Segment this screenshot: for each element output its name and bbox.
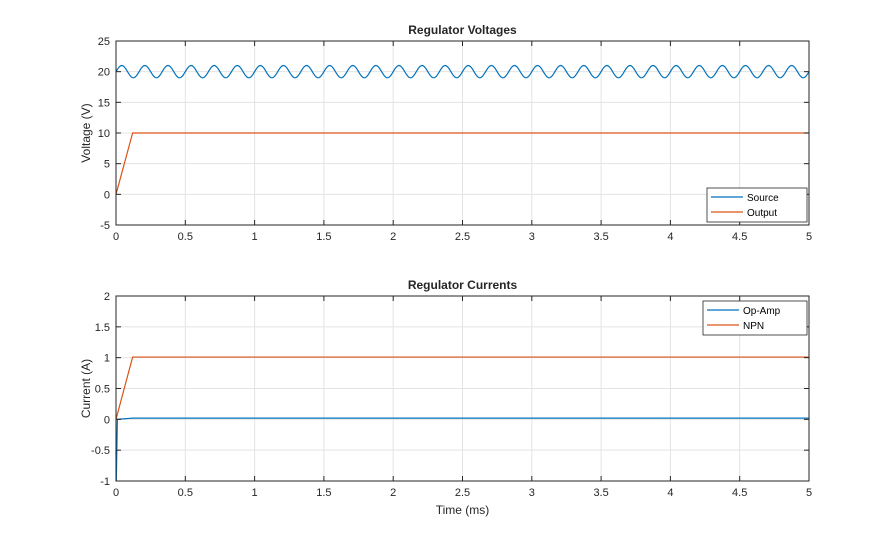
series-line-npn (115, 356, 809, 420)
voltage-series (115, 64, 810, 195)
series-line-source (115, 64, 810, 79)
current-y-tick-label: 0.5 (95, 384, 110, 396)
voltage-x-tick-label: 4.5 (732, 231, 747, 243)
current-legend-box (702, 300, 808, 336)
voltage-y-tick-label: 15 (98, 97, 110, 109)
current-y-tick-label: 1.5 (95, 322, 110, 334)
voltage-x-tick-label: 1.5 (316, 231, 331, 243)
voltage-x-tick-label: 1 (252, 231, 258, 243)
current-ticks: 0 0.5 1 1.5 2 2.5 3 3.5 4 4.5 5 -1 -0.5 0 0.5 1 1.5 2 (91, 291, 812, 499)
voltage-legend-box (706, 187, 808, 223)
current-chart-title: Regulator Currents (408, 278, 518, 292)
current-x-tick-label: 3.5 (593, 487, 608, 499)
current-x-tick-label: 2.5 (455, 487, 470, 499)
current-legend[interactable]: Op-Amp NPN (702, 300, 808, 336)
current-y-tick-label: -0.5 (91, 445, 110, 457)
time-x-axis-label: Time (ms) (436, 503, 490, 517)
voltage-legend[interactable]: Source Output (706, 187, 808, 223)
voltage-x-tick-label: 3 (529, 231, 535, 243)
current-x-tick-label: 1 (252, 487, 258, 499)
current-y-tick-label: 1 (104, 353, 110, 365)
voltage-y-tick-label: 5 (104, 159, 110, 171)
series-line-output (115, 132, 809, 195)
current-x-tick-label: 0.5 (178, 487, 193, 499)
voltage-chart-title: Regulator Voltages (408, 23, 517, 37)
current-chart: 0 0.5 1 1.5 2 2.5 3 3.5 4 4.5 5 -1 -0.5 0 0.5 1 1.5 2 Reg… (79, 278, 812, 517)
current-y-tick-label: -1 (100, 476, 110, 488)
legend-label-npn: NPN (743, 321, 764, 332)
legend-label-output: Output (747, 208, 777, 219)
current-y-tick-label: 2 (104, 291, 110, 303)
legend-label-op-amp: Op-Amp (743, 306, 781, 317)
current-x-tick-label: 0 (113, 487, 119, 499)
current-x-tick-label: 3 (529, 487, 535, 499)
current-x-tick-label: 4.5 (732, 487, 747, 499)
current-x-tick-label: 1.5 (316, 487, 331, 499)
current-x-tick-label: 4 (667, 487, 673, 499)
current-x-tick-label: 5 (806, 487, 812, 499)
voltage-x-tick-label: 0 (113, 231, 119, 243)
voltage-y-axis-label: Voltage (V) (79, 103, 93, 162)
voltage-y-tick-label: 25 (98, 36, 110, 48)
voltage-y-tick-label: 10 (98, 128, 110, 140)
voltage-x-tick-label: 2.5 (455, 231, 470, 243)
voltage-x-tick-label: 2 (390, 231, 396, 243)
voltage-x-tick-label: 5 (806, 231, 812, 243)
voltage-y-tick-label: 20 (98, 67, 110, 79)
voltage-x-tick-label: 3.5 (593, 231, 608, 243)
voltage-y-tick-label: -5 (100, 220, 110, 232)
current-y-axis-label: Current (A) (79, 359, 93, 418)
current-x-tick-label: 2 (390, 487, 396, 499)
current-y-tick-label: 0 (104, 414, 110, 426)
voltage-y-tick-label: 0 (104, 189, 110, 201)
voltage-x-tick-label: 4 (667, 231, 673, 243)
voltage-x-tick-label: 0.5 (178, 231, 193, 243)
legend-label-source: Source (747, 193, 779, 204)
